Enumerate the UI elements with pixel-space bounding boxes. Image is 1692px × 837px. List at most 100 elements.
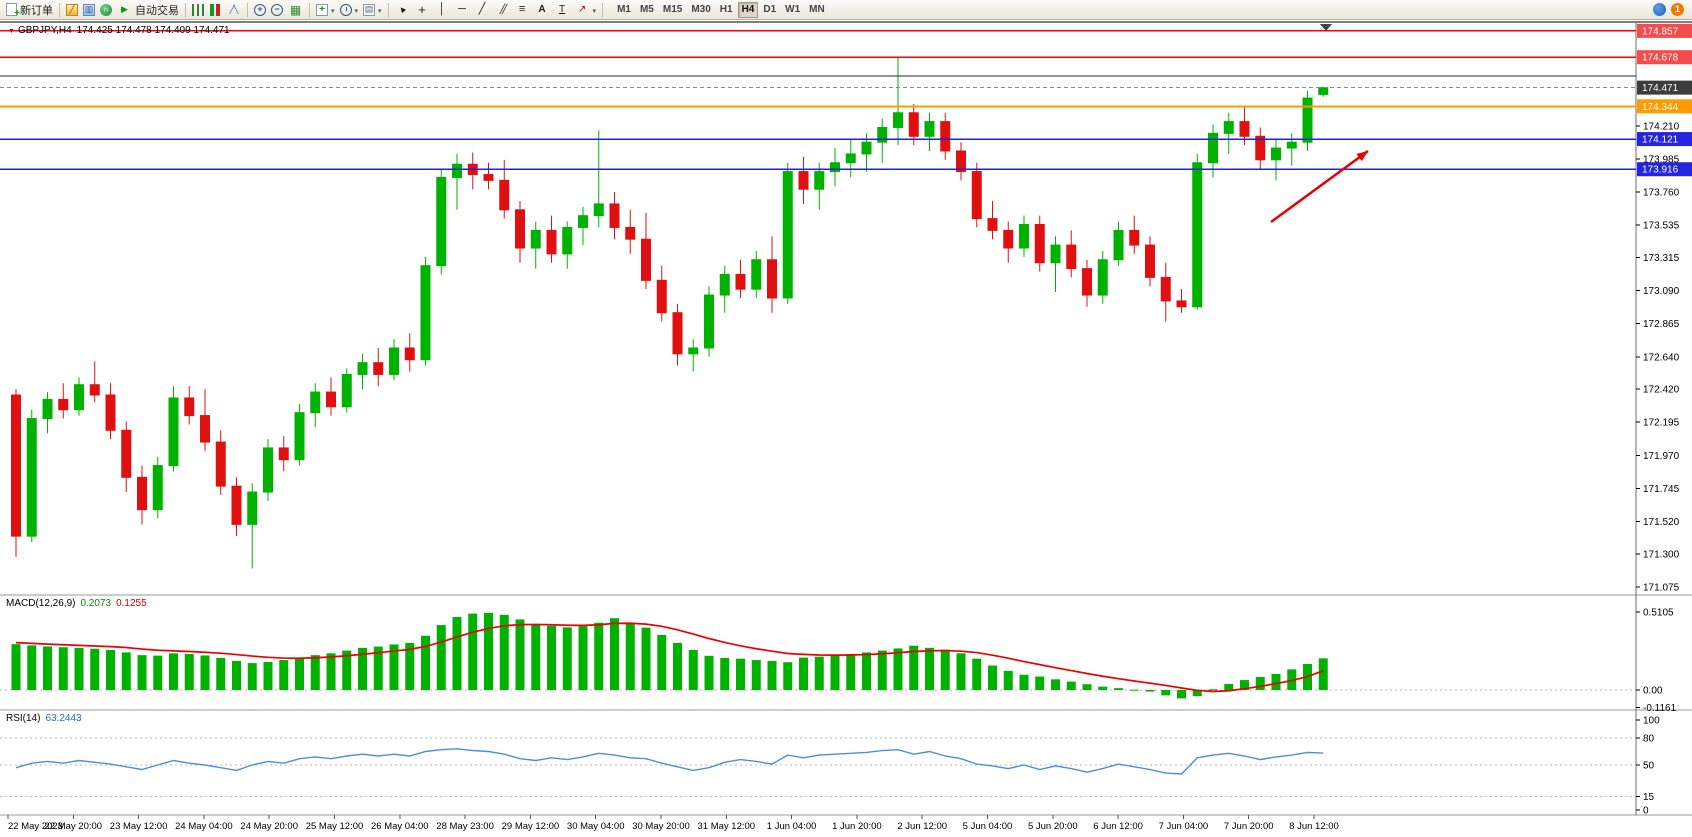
- toolbar-separator: [387, 2, 389, 17]
- tile-windows-icon: [288, 2, 303, 17]
- label-tool-icon: [555, 2, 570, 17]
- macd-histogram-bar: [893, 648, 903, 690]
- chart-canvas[interactable]: 174.210 173.985 173.760 173.535 173.315 173.0…: [0, 20, 1692, 837]
- macd-histogram-bar: [562, 627, 572, 690]
- new-order-button[interactable]: 新订单: [4, 1, 55, 19]
- timeframe-button-d1[interactable]: D1: [759, 2, 780, 18]
- channel-icon: [495, 2, 510, 17]
- vertical-line-tool-button[interactable]: [433, 1, 452, 19]
- macd-histogram-bar: [846, 653, 856, 690]
- candle-body: [1286, 141, 1297, 149]
- text-tool-icon: [535, 2, 550, 17]
- indicators-button[interactable]: [314, 1, 337, 19]
- channel-tool-button[interactable]: [493, 1, 512, 19]
- line-chart-icon: [226, 2, 241, 17]
- trendline-icon: [475, 2, 490, 17]
- chart-area[interactable]: 174.210 173.985 173.760 173.535 173.315 173.0…: [0, 20, 1692, 837]
- cursor-tool-button[interactable]: [393, 1, 412, 19]
- macd-histogram-bar: [1129, 689, 1139, 691]
- tile-windows-button[interactable]: [286, 1, 305, 19]
- bar-chart-button[interactable]: [190, 1, 206, 19]
- notification-badge[interactable]: 1: [1671, 3, 1684, 16]
- candle-body: [294, 412, 305, 461]
- new-chart-button[interactable]: [64, 1, 80, 19]
- candle-body: [168, 397, 179, 467]
- price-axis-label: 173.985: [1643, 155, 1680, 166]
- price-level-badge-text: 174.121: [1642, 135, 1679, 146]
- timeframe-button-mn[interactable]: MN: [805, 2, 829, 18]
- mql5-community-icon[interactable]: [1653, 3, 1666, 16]
- price-axis-label: 173.315: [1643, 253, 1680, 264]
- toolbar-separator: [602, 2, 604, 17]
- line-chart-button[interactable]: [224, 1, 243, 19]
- symbol-label: GBPJPY,H4: [17, 25, 72, 36]
- candlestick-chart-icon: [209, 3, 221, 16]
- macd-histogram-bar: [1271, 673, 1281, 690]
- zoom-out-button[interactable]: [269, 1, 285, 19]
- label-tool-button[interactable]: [553, 1, 572, 19]
- candle-body: [515, 209, 525, 249]
- timeframe-button-m1[interactable]: M1: [613, 2, 635, 18]
- macd-histogram-bar: [436, 625, 446, 690]
- support-button[interactable]: [98, 1, 114, 19]
- zoom-in-button[interactable]: [252, 1, 268, 19]
- candle-body: [641, 238, 651, 281]
- timeframe-button-m5[interactable]: M5: [636, 2, 658, 18]
- text-tool-button[interactable]: [533, 1, 552, 19]
- rsi-indicator-label: RSI(14) 63.2443: [6, 713, 82, 724]
- candle-body: [1097, 259, 1108, 296]
- chart-shift-marker[interactable]: [1320, 24, 1332, 31]
- arrow-tool-icon: [575, 2, 590, 17]
- candle-body: [483, 174, 494, 181]
- horizontal-line-tool-button[interactable]: [453, 1, 472, 19]
- macd-indicator-label: MACD(12,26,9) 0.2073 0.1255: [6, 598, 147, 609]
- macd-histogram-bar: [704, 655, 714, 690]
- macd-signal-value: 0.1255: [116, 598, 147, 609]
- macd-histogram-bar: [216, 657, 226, 690]
- toolbar-separator: [309, 2, 310, 17]
- macd-histogram-bar: [326, 653, 336, 690]
- trendline-tool-button[interactable]: [473, 1, 492, 19]
- new-order-icon: [6, 3, 20, 19]
- candlestick-chart-button[interactable]: [207, 1, 223, 19]
- autotrading-button[interactable]: 自动交易: [115, 1, 181, 19]
- templates-button[interactable]: [361, 1, 384, 19]
- candle-body: [1176, 300, 1187, 308]
- candle-body: [452, 163, 462, 178]
- candle-body: [814, 171, 825, 190]
- symbol-marker-icon: [8, 25, 18, 36]
- timeframe-button-h1[interactable]: H1: [716, 2, 737, 18]
- arrows-tool-button[interactable]: [573, 1, 599, 19]
- candle-body: [924, 121, 935, 137]
- candle-body: [74, 384, 84, 411]
- price-axis-label: 172.865: [1643, 319, 1680, 330]
- timeframe-button-m30[interactable]: M30: [687, 2, 714, 18]
- crosshair-icon: [415, 2, 430, 17]
- price-axis-label: 173.760: [1643, 188, 1680, 199]
- periods-button[interactable]: [338, 1, 361, 19]
- candle-body: [704, 294, 714, 349]
- candle-body: [782, 171, 793, 299]
- timeframe-button-m15[interactable]: M15: [659, 2, 686, 18]
- timeframe-button-w1[interactable]: W1: [781, 2, 804, 18]
- profiles-icon: [83, 3, 95, 16]
- macd-histogram-bar: [972, 658, 982, 690]
- fibonacci-tool-button[interactable]: [513, 1, 532, 19]
- toolbar-separator: [59, 2, 60, 17]
- time-axis-label: 2 Jun 12:00: [897, 821, 947, 832]
- macd-histogram-bar: [799, 657, 808, 690]
- macd-name: MACD(12,26,9): [6, 598, 76, 609]
- macd-histogram-bar: [814, 656, 824, 690]
- macd-histogram-bar: [736, 658, 745, 690]
- price-level-badge: [1637, 132, 1692, 147]
- annotation-arrow[interactable]: [1270, 149, 1369, 224]
- macd-histogram-bar: [263, 661, 273, 690]
- profiles-button[interactable]: [81, 1, 97, 19]
- timeframe-button-h4[interactable]: H4: [737, 1, 759, 18]
- macd-histogram-bar: [783, 662, 793, 690]
- rsi-axis-label: 15: [1643, 792, 1655, 803]
- crosshair-tool-button[interactable]: [413, 1, 432, 19]
- macd-histogram-bar: [877, 650, 887, 690]
- price-level-badge-text: 174.471: [1642, 83, 1679, 94]
- time-axis-label: 1 Jun 04:00: [767, 821, 817, 832]
